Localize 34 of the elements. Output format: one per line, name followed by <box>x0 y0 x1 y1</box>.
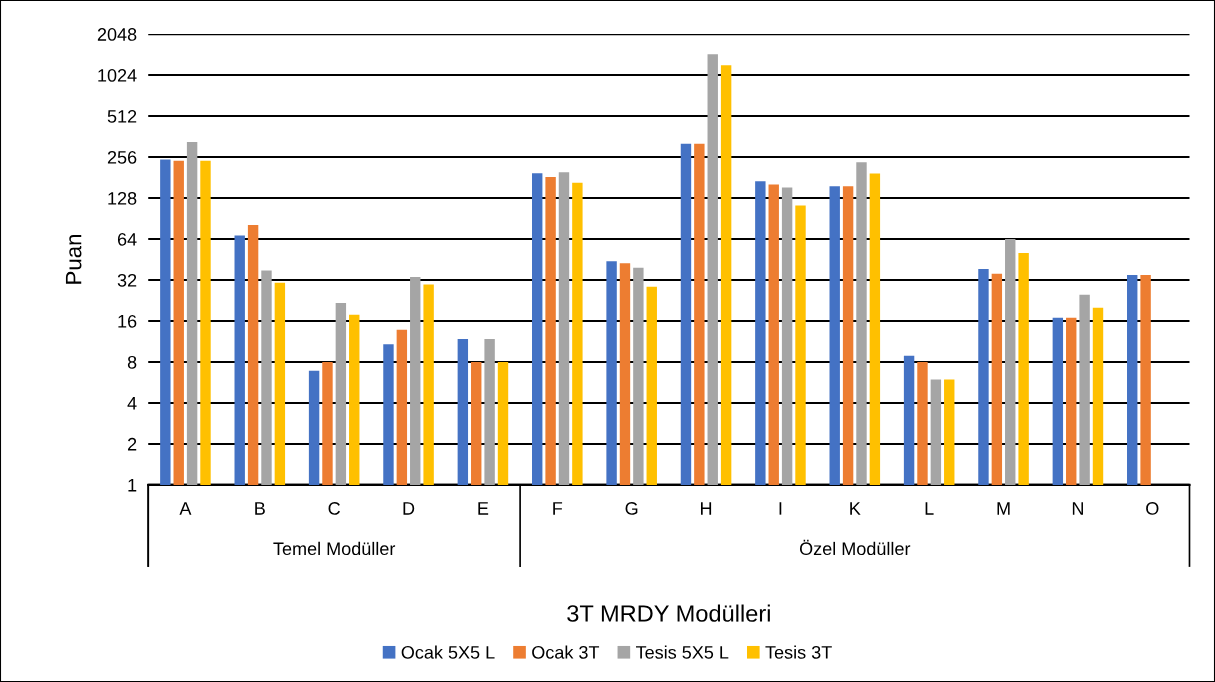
x-tick-label: M <box>997 502 1010 515</box>
x-tick-label: O <box>1146 502 1159 515</box>
y-tick-label: 32 <box>117 273 137 287</box>
x-tick-label: A <box>179 502 192 515</box>
y-tick-label: 64 <box>117 232 137 246</box>
x-tick-label: N <box>1072 502 1083 515</box>
y-tick-label: 16 <box>118 314 137 328</box>
y-tick-label: 512 <box>107 110 137 123</box>
x-tick-label: D <box>403 502 415 515</box>
x-tick-label: B <box>255 502 265 515</box>
y-tick-label: 256 <box>107 150 137 164</box>
y-tick-label: 2048 <box>97 28 137 41</box>
x-tick-label: F <box>553 502 563 515</box>
x-tick-label: E <box>478 502 489 515</box>
x-tick-label: C <box>328 502 340 515</box>
legend-label: Ocak 5X5 L <box>401 645 495 659</box>
y-tick-label: 128 <box>108 191 137 205</box>
text: Özel Modüller <box>799 539 911 556</box>
y-tick-label: 4 <box>127 397 137 410</box>
x-tick-label: I <box>779 502 782 515</box>
y-tick-label: 2 <box>127 437 137 451</box>
y-tick-label: 1024 <box>98 69 137 82</box>
x-tick-label: H <box>701 502 712 515</box>
x-tick-label: L <box>925 502 934 515</box>
legend-label: Tesis 5X5 L <box>636 645 729 659</box>
y-axis-title: Puan <box>65 234 82 284</box>
y-tick-label: 8 <box>127 355 137 369</box>
legend-label: Tesis 3T <box>765 645 832 659</box>
text: Temel Modüller <box>273 541 396 556</box>
legend-label: Ocak 3T <box>532 645 600 659</box>
x-tick-label: K <box>850 502 861 515</box>
y-tick-label: 1 <box>128 479 137 492</box>
x-tick-label: G <box>625 502 638 515</box>
x-axis-title: 3T MRDY Modülleri <box>567 604 770 622</box>
